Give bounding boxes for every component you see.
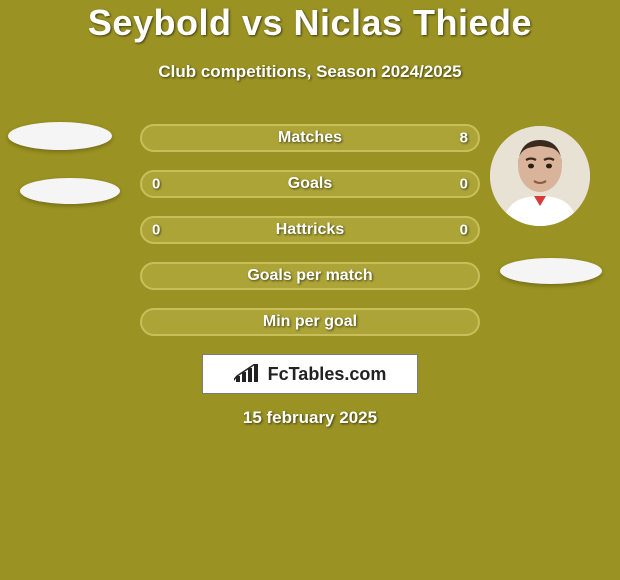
stat-label: Goals per match <box>247 267 372 285</box>
stat-row-goals: 0 Goals 0 <box>140 170 480 198</box>
brand-text: FcTables.com <box>268 364 387 385</box>
right-player-name-placeholder <box>500 258 602 284</box>
generation-date: 15 february 2025 <box>0 408 620 428</box>
brand-badge: FcTables.com <box>202 354 418 394</box>
stat-right-value: 0 <box>460 176 468 193</box>
page-title: Seybold vs Niclas Thiede <box>0 2 620 44</box>
left-player-name-placeholder <box>20 178 120 204</box>
stat-row-goals-per-match: Goals per match <box>140 262 480 290</box>
stat-row-hattricks: 0 Hattricks 0 <box>140 216 480 244</box>
stat-left-value: 0 <box>152 222 160 239</box>
stat-row-matches: Matches 8 <box>140 124 480 152</box>
stat-label: Min per goal <box>263 313 357 331</box>
stat-right-value: 0 <box>460 222 468 239</box>
page-subtitle: Club competitions, Season 2024/2025 <box>0 62 620 82</box>
left-player-avatar-placeholder <box>8 122 112 150</box>
stat-row-min-per-goal: Min per goal <box>140 308 480 336</box>
stat-label: Hattricks <box>276 221 344 239</box>
stat-label: Matches <box>278 129 342 147</box>
right-player-avatar <box>490 126 590 226</box>
comparison-widget: Seybold vs Niclas Thiede Club competitio… <box>0 0 620 580</box>
bars-icon <box>234 364 260 384</box>
stat-bars: Matches 8 0 Goals 0 0 Hattricks 0 Goals … <box>140 124 480 354</box>
stat-right-value: 8 <box>460 130 468 147</box>
person-icon <box>490 126 590 226</box>
stat-left-value: 0 <box>152 176 160 193</box>
stat-label: Goals <box>288 175 332 193</box>
